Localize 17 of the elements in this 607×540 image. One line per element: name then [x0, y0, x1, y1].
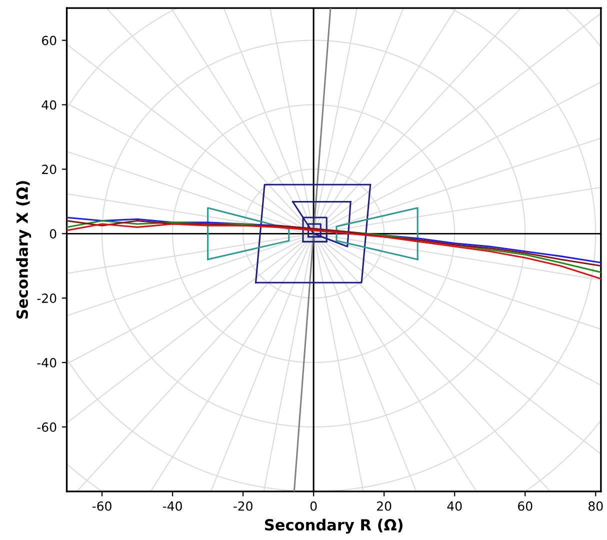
x-tick-label: 40 [447, 501, 462, 511]
x-tick-label: -40 [162, 501, 182, 511]
y-axis-title: Secondary X (Ω) [16, 181, 32, 319]
y-tick-label: 60 [42, 36, 56, 46]
x-tick-label: -20 [233, 501, 252, 511]
x-axis-title: Secondary R (Ω) [265, 518, 402, 534]
x-tick-label: 60 [518, 501, 532, 511]
y-tick-label: 20 [42, 164, 56, 174]
x-tick-label: -60 [92, 501, 112, 511]
x-tick-label: 0 [310, 501, 317, 511]
y-tick-label: -60 [37, 422, 56, 432]
y-tick-label: -20 [37, 294, 56, 304]
x-tick-label: 20 [377, 501, 392, 511]
y-tick-label: -40 [37, 358, 56, 368]
y-tick-label: 40 [42, 100, 56, 110]
x-tick-label: 80 [588, 501, 603, 511]
y-tick-label: 0 [50, 229, 56, 239]
